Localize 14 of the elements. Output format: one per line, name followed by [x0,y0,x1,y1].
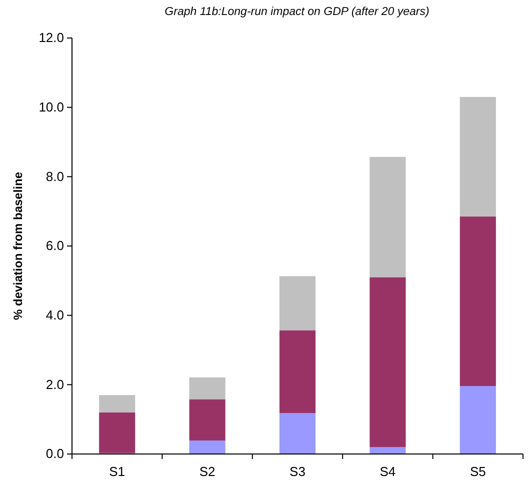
x-tick-label: S2 [199,464,216,479]
x-tick-label: S4 [380,464,396,479]
chart-title: Graph 11b:Long-run impact on GDP (after 20 years) [164,6,430,18]
y-tick-label: 0.0 [46,446,64,462]
x-tick-label: S3 [290,464,306,479]
y-axis-title: % deviation from baseline [11,172,25,320]
x-tick-label: S5 [470,464,486,479]
y-tick-label: 10.0 [38,99,64,114]
x-tick-label: S1 [109,464,126,479]
y-tick-label: 6.0 [46,238,64,254]
y-tick-label: 12.0 [38,30,64,46]
y-tick-label: 2.0 [46,376,64,392]
y-tick-label: 8.0 [46,168,64,184]
y-tick-label: 4.0 [46,307,64,322]
